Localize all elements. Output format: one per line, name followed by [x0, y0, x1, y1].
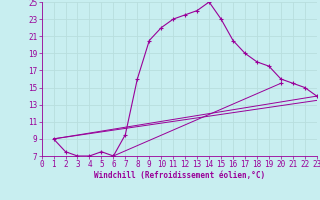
X-axis label: Windchill (Refroidissement éolien,°C): Windchill (Refroidissement éolien,°C): [94, 171, 265, 180]
